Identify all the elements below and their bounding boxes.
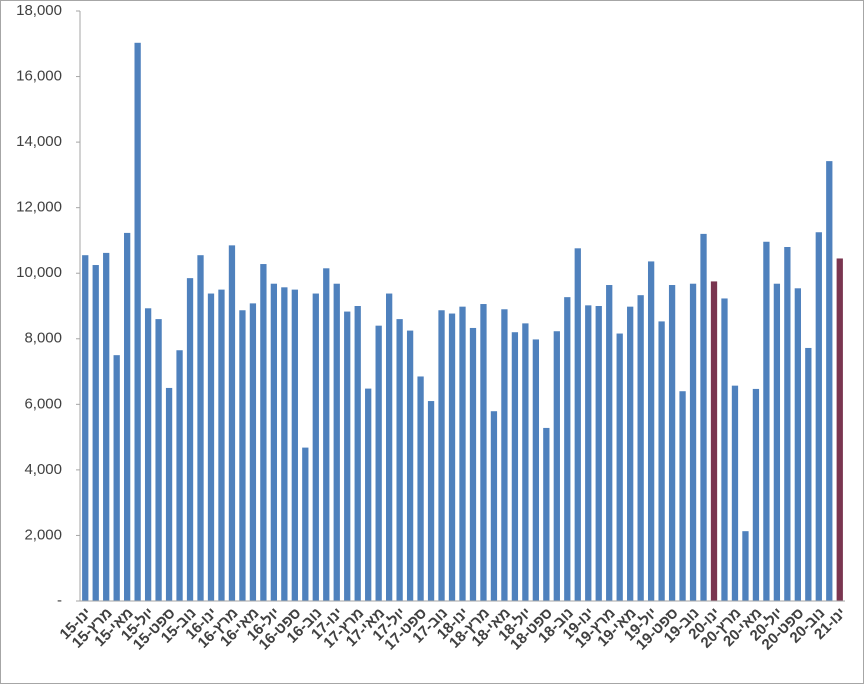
bar (679, 391, 686, 601)
bar (113, 355, 120, 601)
bar (742, 531, 749, 601)
bar (176, 350, 183, 601)
bar (490, 411, 498, 601)
bar (480, 304, 487, 601)
bar (763, 241, 770, 601)
bar (700, 233, 707, 601)
bar (92, 265, 99, 601)
bar (627, 306, 634, 601)
bar (302, 447, 309, 601)
bar (469, 327, 477, 601)
bar (197, 255, 204, 601)
bar (689, 283, 697, 601)
bar (595, 306, 602, 601)
bar (281, 287, 288, 601)
y-tick-label: - (57, 592, 62, 609)
bar (543, 427, 550, 601)
bar (438, 310, 445, 601)
bar (616, 333, 623, 601)
bar (522, 323, 529, 601)
y-tick-label: 6,000 (24, 395, 62, 412)
bar (344, 311, 351, 601)
bar (186, 278, 194, 601)
bar (260, 264, 267, 601)
y-tick-label: 14,000 (16, 133, 62, 150)
bar (647, 261, 655, 601)
y-tick-label: 12,000 (16, 199, 62, 216)
bar (249, 303, 257, 601)
y-tick-label: 4,000 (24, 461, 62, 478)
bar (637, 295, 644, 601)
bar (270, 283, 278, 601)
bar (606, 285, 613, 601)
y-tick-label: 2,000 (24, 526, 62, 543)
bar (354, 306, 361, 601)
bar (658, 321, 665, 601)
bar (805, 347, 812, 601)
bar (155, 319, 162, 601)
bar (144, 308, 152, 601)
y-tick-label: 8,000 (24, 330, 62, 347)
bar (710, 281, 718, 601)
y-tick-label: 10,000 (16, 264, 62, 281)
bar (532, 339, 539, 601)
bar (574, 248, 581, 602)
bar (448, 313, 456, 601)
bar (417, 376, 424, 601)
bar (406, 330, 414, 601)
bar (103, 252, 110, 601)
bar (312, 293, 319, 601)
bar (721, 298, 728, 601)
bar (752, 388, 760, 601)
bar (291, 289, 298, 601)
bar (794, 288, 801, 601)
bar (459, 306, 466, 601)
bar (501, 309, 508, 601)
bar (773, 283, 781, 601)
bar (564, 297, 571, 601)
bar (553, 331, 560, 601)
bar (218, 289, 225, 601)
bar (396, 319, 403, 601)
bar (365, 388, 372, 601)
bar (585, 305, 592, 601)
bar (333, 283, 340, 601)
bar (815, 232, 822, 601)
bar (668, 285, 676, 601)
bar (82, 255, 89, 601)
bar (323, 268, 330, 601)
bar (239, 310, 246, 601)
bar (386, 293, 393, 601)
bar (511, 332, 519, 601)
y-tick-label: 18,000 (16, 2, 62, 19)
bar (427, 401, 435, 601)
bar (836, 258, 843, 601)
bar (375, 325, 382, 601)
bar (784, 247, 791, 601)
y-tick-label: 16,000 (16, 68, 62, 85)
bar (826, 161, 833, 601)
bar (731, 385, 739, 601)
bar (207, 293, 215, 601)
bar (124, 232, 131, 601)
bar (228, 245, 236, 601)
bar (134, 42, 141, 602)
bar (165, 387, 173, 601)
